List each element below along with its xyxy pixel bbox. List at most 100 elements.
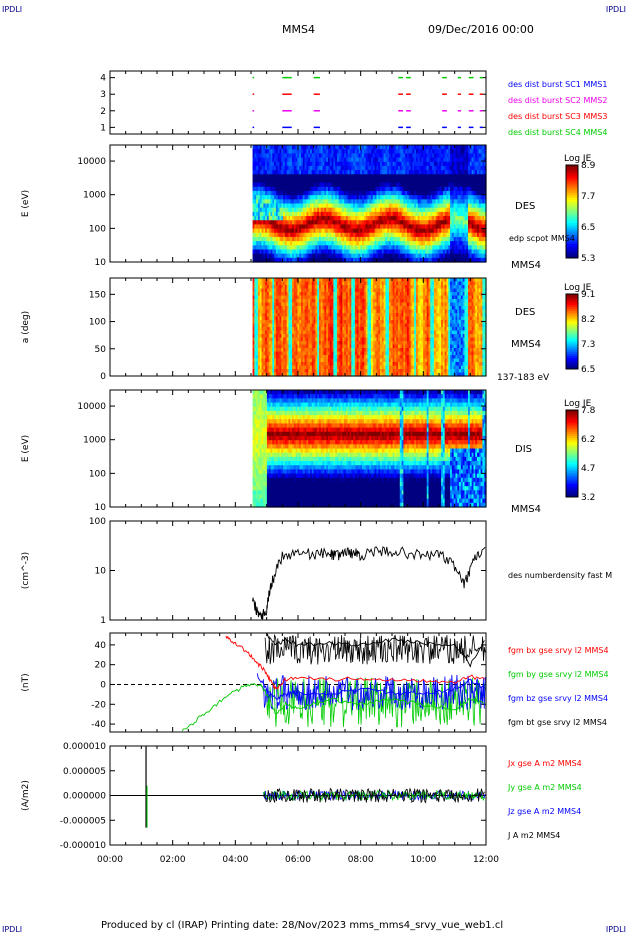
des_energy-cell bbox=[381, 253, 385, 259]
des_energy-cell bbox=[383, 249, 387, 255]
des_energy-cell bbox=[460, 207, 464, 213]
des_energy-cell bbox=[406, 199, 410, 205]
des_energy-cell bbox=[408, 199, 412, 205]
des_energy-cell bbox=[390, 249, 394, 255]
des_energy-cell bbox=[317, 216, 320, 221]
des_energy-cell bbox=[448, 174, 451, 180]
des_energy-cell bbox=[358, 178, 361, 184]
des_energy-cell bbox=[319, 145, 322, 150]
des_energy-cell bbox=[277, 245, 281, 251]
des_energy-cell bbox=[308, 145, 311, 150]
des_energy-cell bbox=[469, 220, 473, 225]
des_energy-cell bbox=[435, 178, 439, 184]
des_energy-cell bbox=[363, 216, 367, 221]
des_energy-cell bbox=[430, 199, 433, 205]
des_energy-cell bbox=[415, 211, 419, 217]
des_pitch-cell bbox=[265, 344, 268, 349]
des_pitch-cell bbox=[259, 327, 263, 332]
des_pitch-cell bbox=[261, 313, 264, 318]
des_energy-cell bbox=[477, 170, 480, 175]
des_energy-cell bbox=[430, 257, 433, 263]
des_energy-cell bbox=[266, 232, 270, 238]
des_energy-cell bbox=[319, 186, 322, 192]
des_energy-cell bbox=[319, 236, 322, 242]
des_energy-cell bbox=[394, 245, 397, 251]
des_energy-cell bbox=[283, 149, 286, 154]
des_energy-cell bbox=[327, 220, 331, 225]
des_energy-cell bbox=[259, 257, 263, 263]
des_energy-cell bbox=[313, 145, 317, 150]
des_energy-cell bbox=[466, 257, 469, 263]
des_energy-cell bbox=[284, 203, 288, 209]
des_energy-cell bbox=[478, 257, 482, 263]
des_energy-cell bbox=[415, 153, 419, 159]
des_pitch-cell bbox=[284, 348, 288, 353]
des_energy-cell bbox=[344, 211, 347, 217]
des_pitch-cell bbox=[254, 351, 257, 356]
des_energy-cell bbox=[299, 207, 302, 213]
des_energy-cell bbox=[408, 170, 412, 175]
des_energy-cell bbox=[275, 236, 279, 242]
des_energy-cell bbox=[464, 186, 467, 192]
des_energy-cell bbox=[295, 228, 299, 234]
des_pitch-cell bbox=[257, 362, 261, 367]
des_energy-cell bbox=[313, 165, 317, 171]
des_pitch-cell bbox=[252, 372, 255, 377]
des_energy-cell bbox=[367, 153, 370, 159]
des_energy-cell bbox=[398, 195, 401, 200]
des_energy-cell bbox=[387, 195, 390, 200]
des_energy-cell bbox=[471, 211, 475, 217]
des_energy-cell bbox=[347, 211, 351, 217]
des_energy-cell bbox=[283, 199, 286, 205]
des_energy-cell bbox=[451, 174, 455, 180]
des_energy-cell bbox=[372, 165, 376, 171]
des_energy-cell bbox=[415, 199, 419, 205]
des_energy-cell bbox=[394, 174, 397, 180]
des_energy-cell bbox=[302, 161, 306, 167]
des_energy-cell bbox=[347, 165, 351, 171]
des_energy-cell bbox=[475, 186, 478, 192]
des_energy-cell bbox=[349, 232, 352, 238]
des_energy-cell bbox=[335, 165, 338, 171]
des_energy-cell bbox=[338, 207, 342, 213]
des_energy-cell bbox=[403, 149, 406, 154]
des_energy-cell bbox=[301, 220, 304, 225]
des_energy-cell bbox=[365, 190, 369, 196]
des_energy-cell bbox=[468, 186, 471, 192]
des_energy-cell bbox=[432, 236, 435, 242]
des_energy-cell bbox=[460, 157, 464, 163]
des_energy-cell bbox=[453, 149, 457, 154]
des_energy-cell bbox=[326, 203, 329, 209]
des_pitch-cell bbox=[263, 278, 266, 283]
des_pitch-cell bbox=[292, 285, 295, 290]
des_energy-cell bbox=[295, 186, 299, 192]
des_energy-cell bbox=[444, 253, 448, 259]
des_pitch-cell bbox=[288, 362, 291, 367]
des_energy-cell bbox=[356, 203, 360, 209]
des_pitch-cell bbox=[261, 327, 264, 332]
des_energy-cell bbox=[439, 157, 442, 163]
des_energy-cell bbox=[381, 232, 385, 238]
des_energy-cell bbox=[252, 195, 255, 200]
des_energy-cell bbox=[286, 161, 290, 167]
des_energy-cell bbox=[313, 241, 317, 246]
des_energy-cell bbox=[423, 228, 426, 234]
des_energy-cell bbox=[326, 224, 329, 230]
des_pitch-cell bbox=[277, 295, 281, 300]
des_energy-cell bbox=[329, 216, 333, 221]
des_energy-cell bbox=[257, 178, 261, 184]
des_energy-cell bbox=[450, 228, 453, 234]
des_pitch-cell bbox=[290, 313, 293, 318]
des_energy-cell bbox=[324, 228, 327, 234]
des_pitch-cell bbox=[256, 309, 259, 314]
des_pitch-cell bbox=[252, 313, 255, 318]
des_pitch-cell bbox=[279, 281, 282, 286]
des_energy-cell bbox=[326, 153, 329, 159]
des_energy-cell bbox=[405, 220, 408, 225]
des_energy-cell bbox=[365, 174, 369, 180]
des_energy-cell bbox=[308, 161, 311, 167]
spacecraft-title: MMS4 bbox=[282, 23, 315, 36]
des_energy-cell bbox=[299, 157, 302, 163]
des_energy-cell bbox=[484, 149, 487, 154]
des_energy-cell bbox=[480, 195, 484, 200]
